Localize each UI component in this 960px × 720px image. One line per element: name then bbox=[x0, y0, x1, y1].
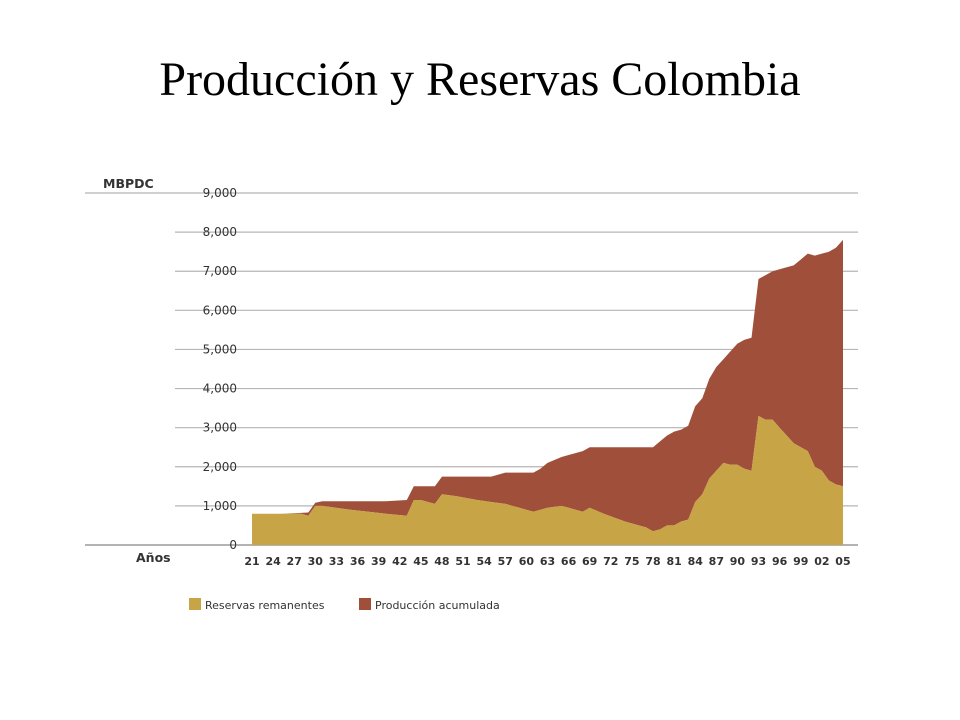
x-tick-label: 48 bbox=[434, 555, 449, 568]
x-tick-label: 78 bbox=[645, 555, 660, 568]
x-tick-label: 30 bbox=[308, 555, 324, 568]
x-tick-label: 02 bbox=[814, 555, 829, 568]
y-tick-layer: 0 1,000 2,000 3,000 4,000 5,000 6,000 7,000 8,00… bbox=[203, 186, 237, 552]
x-tick-label: 54 bbox=[477, 555, 493, 568]
legend-label: Reservas remanentes bbox=[205, 599, 325, 612]
x-tick-label: 90 bbox=[730, 555, 746, 568]
y-tick-label: 7,000 bbox=[203, 264, 237, 278]
x-tick-label: 60 bbox=[519, 555, 535, 568]
y-tick-label: 1,000 bbox=[203, 499, 237, 513]
x-tick-label: 66 bbox=[561, 555, 577, 568]
x-tick-label: 72 bbox=[603, 555, 618, 568]
y-tick-label: 9,000 bbox=[203, 186, 237, 200]
legend: Reservas remanentes Producción acumulada bbox=[189, 598, 500, 612]
x-tick-label: 21 bbox=[244, 555, 259, 568]
x-tick-label: 57 bbox=[498, 555, 513, 568]
x-tick-label: 96 bbox=[772, 555, 788, 568]
x-tick-layer: 21 24 27 30 33 36 39 42 45 48 51 54 57 60 63 66 69 72 75 78… bbox=[244, 555, 850, 568]
x-tick-label: 99 bbox=[793, 555, 808, 568]
x-tick-label: 05 bbox=[835, 555, 850, 568]
slide-title: Producción y Reservas Colombia bbox=[159, 53, 801, 106]
area-reservas-remanentes bbox=[252, 415, 843, 545]
y-tick-label: 3,000 bbox=[203, 421, 237, 435]
legend-swatch bbox=[359, 598, 371, 610]
x-tick-label: 75 bbox=[624, 555, 639, 568]
y-tick-label: 4,000 bbox=[203, 382, 237, 396]
legend-label: Producción acumulada bbox=[375, 599, 500, 612]
y-axis-label: MBPDC bbox=[103, 176, 154, 191]
y-tick-label: 0 bbox=[229, 538, 237, 552]
area-layer bbox=[252, 239, 843, 545]
x-tick-label: 27 bbox=[287, 555, 302, 568]
x-tick-label: 45 bbox=[413, 555, 428, 568]
x-tick-label: 36 bbox=[350, 555, 366, 568]
y-tick-label: 8,000 bbox=[203, 225, 237, 239]
y-tick-label: 5,000 bbox=[203, 342, 237, 356]
y-tick-label: 2,000 bbox=[203, 460, 237, 474]
x-tick-label: 87 bbox=[709, 555, 724, 568]
x-tick-label: 93 bbox=[751, 555, 766, 568]
area-produccion-acumulada bbox=[252, 239, 843, 532]
x-tick-label: 84 bbox=[688, 555, 704, 568]
x-tick-label: 33 bbox=[329, 555, 344, 568]
x-tick-label: 63 bbox=[540, 555, 555, 568]
y-tick-label: 6,000 bbox=[203, 303, 237, 317]
x-tick-label: 69 bbox=[582, 555, 597, 568]
x-axis-label: Años bbox=[136, 550, 171, 565]
x-tick-label: 51 bbox=[455, 555, 470, 568]
x-tick-label: 39 bbox=[371, 555, 386, 568]
legend-swatch bbox=[189, 598, 201, 610]
x-tick-label: 24 bbox=[265, 555, 281, 568]
x-tick-label: 81 bbox=[666, 555, 681, 568]
x-tick-label: 42 bbox=[392, 555, 407, 568]
